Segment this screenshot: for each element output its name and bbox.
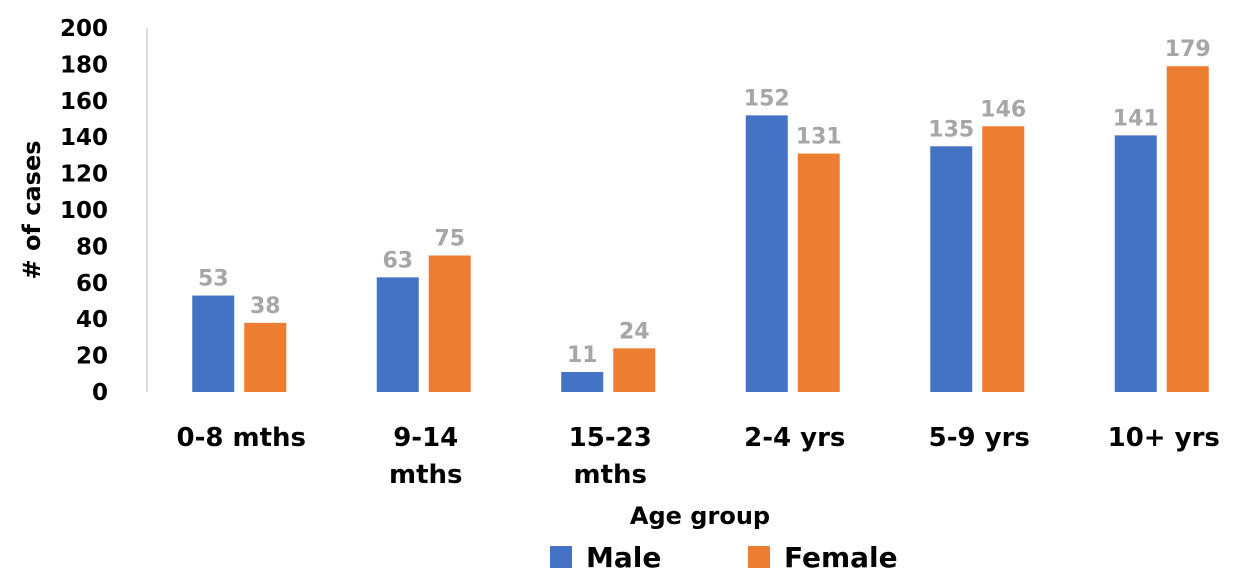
- x-tick-label: 0-8 mths: [176, 423, 306, 453]
- bar-male: [192, 295, 235, 392]
- x-tick-label: 5-9 yrs: [929, 423, 1030, 453]
- bar-male: [745, 115, 788, 393]
- bar-female: [1166, 66, 1209, 392]
- bar-female: [244, 322, 287, 392]
- legend-swatch: [748, 546, 770, 568]
- data-label: 63: [382, 248, 413, 273]
- y-axis: 0 20 40 60 80 100 120 140 160 180 200: [60, 16, 148, 406]
- bar-male: [376, 277, 419, 392]
- y-tick-label: 200: [60, 16, 108, 42]
- y-tick-label: 160: [60, 89, 108, 115]
- legend: Male Female: [550, 541, 898, 570]
- data-label: 141: [1113, 106, 1159, 131]
- bar-male: [930, 146, 973, 392]
- legend-label: Male: [586, 541, 661, 570]
- legend-item-male: Male: [550, 541, 661, 570]
- bar-male: [561, 371, 604, 392]
- y-axis-title: # of cases: [18, 140, 46, 279]
- data-label: 75: [434, 227, 465, 252]
- data-label: 179: [1165, 37, 1211, 62]
- y-tick-label: 20: [76, 344, 108, 370]
- x-tick-label: 2-4 yrs: [744, 423, 845, 453]
- data-label: 146: [980, 97, 1026, 122]
- x-tick-label: 9-14 mths: [389, 423, 463, 490]
- data-label: 152: [744, 86, 790, 111]
- legend-item-female: Female: [748, 541, 898, 570]
- y-tick-label: 40: [76, 307, 108, 333]
- y-tick-label: 0: [92, 380, 108, 406]
- x-tick-label: 10+ yrs: [1108, 423, 1220, 453]
- bars: [192, 66, 1209, 393]
- bar-female: [613, 348, 656, 392]
- legend-label: Female: [784, 541, 898, 570]
- y-tick-label: 120: [60, 162, 108, 188]
- data-label: 11: [567, 343, 598, 368]
- data-label: 24: [619, 319, 650, 344]
- bar-female: [797, 153, 840, 392]
- data-label: 53: [198, 267, 229, 292]
- data-label: 38: [250, 294, 281, 319]
- data-label: 131: [796, 125, 842, 150]
- x-axis-title: Age group: [630, 502, 770, 530]
- data-label: 135: [928, 117, 974, 142]
- x-tick-label: 15-23 mths: [569, 423, 652, 490]
- bar-male: [1114, 135, 1157, 392]
- y-tick-label: 80: [76, 234, 108, 260]
- y-tick-label: 140: [60, 125, 108, 151]
- x-axis: 0-8 mths 9-14 mths 15-23 mths 2-4 yrs 5-9 yrs 1…: [176, 423, 1219, 490]
- y-tick-label: 60: [76, 271, 108, 297]
- bar-female: [428, 255, 471, 392]
- legend-swatch: [550, 546, 572, 568]
- bar-female: [982, 126, 1025, 392]
- y-tick-label: 100: [60, 198, 108, 224]
- y-tick-label: 180: [60, 52, 108, 78]
